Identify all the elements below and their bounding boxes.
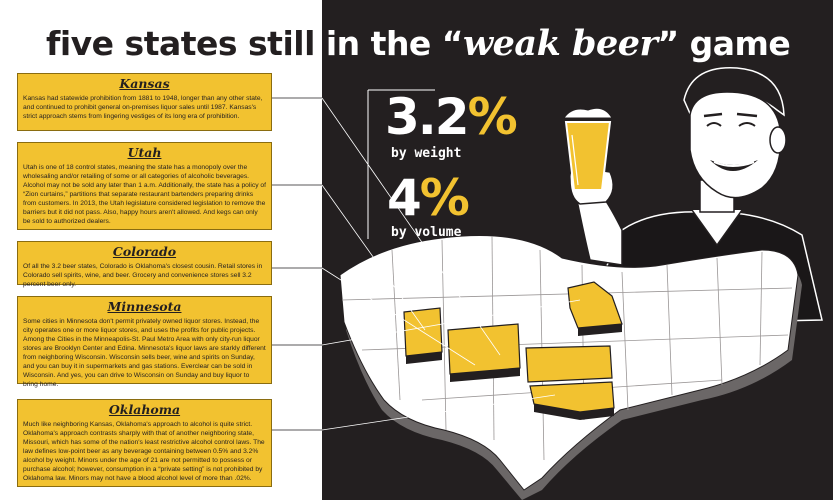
alcohol-stats-box: 3.2% by weight 4% by volume bbox=[365, 87, 525, 242]
man-collar bbox=[691, 209, 743, 247]
card-colorado: Colorado Of all the 3.2 beer states, Col… bbox=[17, 241, 272, 288]
colorado-extrusion bbox=[450, 368, 520, 382]
state-utah bbox=[403, 307, 443, 357]
card-minnesota-title: Minnesota bbox=[107, 299, 182, 314]
man-teeth bbox=[713, 161, 755, 167]
card-utah-title: Utah bbox=[127, 145, 162, 160]
minnesota-extrusion bbox=[578, 324, 622, 336]
title-part-2: in the “ bbox=[325, 24, 464, 63]
volume-stat: 4% bbox=[387, 173, 470, 223]
title-part-3: ” game bbox=[657, 24, 791, 63]
card-colorado-text: Of all the 3.2 beer states, Colorado is … bbox=[23, 263, 263, 288]
weight-label: by weight bbox=[391, 146, 462, 161]
man-brow-left bbox=[703, 112, 723, 118]
man-eye-right bbox=[738, 122, 756, 127]
card-minnesota: Minnesota Some cities in Minnesota don't… bbox=[17, 296, 272, 388]
page-title: five states still in the “weak beer” gam… bbox=[46, 22, 806, 66]
title-weak-beer: weak beer bbox=[463, 23, 658, 64]
state-colorado bbox=[447, 323, 521, 375]
card-kansas-title: Kansas bbox=[119, 76, 170, 91]
volume-number: 4 bbox=[387, 169, 422, 227]
card-oklahoma: Oklahoma Much like neighboring Kansas, O… bbox=[17, 399, 272, 487]
beer-glass bbox=[564, 121, 612, 191]
card-oklahoma-text: Much like neighboring Kansas, Oklahoma's… bbox=[23, 421, 265, 482]
beer-glass-highlight bbox=[571, 134, 579, 186]
card-kansas-text: Kansas had statewide prohibition from 18… bbox=[23, 95, 263, 120]
man-arm bbox=[576, 197, 623, 266]
card-utah: Utah Utah is one of 18 control states, m… bbox=[17, 142, 272, 230]
weight-percent: % bbox=[467, 88, 518, 146]
volume-label: by volume bbox=[391, 225, 462, 240]
weight-stat: 3.2% bbox=[385, 92, 518, 142]
man-face bbox=[689, 91, 782, 199]
card-utah-text: Utah is one of 18 control states, meanin… bbox=[23, 164, 266, 225]
card-kansas: Kansas Kansas had statewide prohibition … bbox=[17, 73, 272, 131]
volume-percent: % bbox=[419, 169, 470, 227]
man-brow-right bbox=[736, 112, 758, 118]
card-oklahoma-title: Oklahoma bbox=[108, 402, 181, 417]
weight-number: 3.2 bbox=[385, 88, 470, 146]
state-kansas bbox=[525, 345, 613, 383]
beer-foam bbox=[563, 107, 613, 119]
man-ear bbox=[769, 126, 787, 154]
card-colorado-title: Colorado bbox=[112, 244, 177, 259]
card-minnesota-text: Some cities in Minnesota don't permit pr… bbox=[23, 318, 266, 388]
title-part-1: five states still bbox=[46, 24, 326, 63]
man-eye-left bbox=[706, 122, 722, 127]
connectors-on-light bbox=[272, 97, 322, 431]
